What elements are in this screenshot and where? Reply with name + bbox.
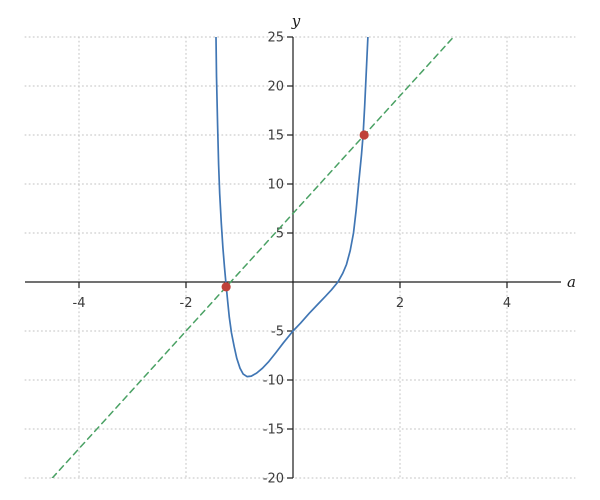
curve-series [215, 37, 369, 378]
y-tick-label: 10 [267, 178, 284, 193]
x-tick-label: -4 [73, 296, 86, 311]
x-tick-label: 2 [396, 296, 404, 311]
y-tick-label: 25 [267, 31, 284, 46]
dashed-line-series [51, 37, 455, 478]
series-layer [51, 37, 455, 478]
intersection-point [359, 130, 369, 140]
y-tick-label: -20 [263, 472, 284, 487]
y-tick-label: 5 [276, 227, 284, 242]
x-axis-label: a [567, 273, 576, 291]
x-tick-label: 4 [503, 296, 511, 311]
y-tick-label: 20 [267, 80, 284, 95]
y-tick-label: -5 [271, 325, 284, 340]
x-tick-label: -2 [180, 296, 193, 311]
y-tick-label: -15 [263, 423, 284, 438]
y-axis-label: y [291, 12, 301, 30]
y-tick-label: -10 [263, 374, 284, 389]
y-tick-label: 15 [267, 129, 284, 144]
intersection-point [221, 282, 231, 292]
